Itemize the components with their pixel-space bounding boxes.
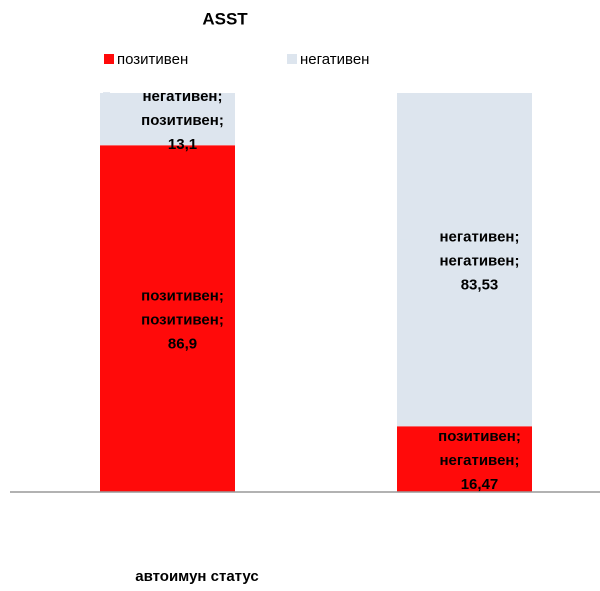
bar-segment bbox=[100, 145, 235, 493]
label-swatch bbox=[400, 232, 407, 240]
label-swatch bbox=[400, 432, 407, 440]
data-label: позитивен; негативен; 16,47 bbox=[438, 428, 521, 493]
legend-swatch bbox=[104, 54, 114, 64]
x-axis-label: автоимун статус bbox=[135, 568, 258, 585]
legend-label: позитивен bbox=[117, 51, 188, 68]
chart-title: ASST bbox=[202, 9, 248, 28]
data-label: негативен; негативен; 83,53 bbox=[440, 229, 520, 294]
data-label: позитивен; позитивен; 86,9 bbox=[141, 288, 224, 353]
bar-segment bbox=[397, 426, 532, 492]
bar-segment bbox=[397, 93, 532, 427]
label-swatch bbox=[103, 92, 110, 100]
data-label: негативен; позитивен; 13,1 bbox=[141, 88, 224, 153]
label-swatch bbox=[103, 291, 110, 299]
legend-swatch bbox=[287, 54, 297, 64]
bar-segment bbox=[100, 93, 235, 146]
legend-label: негативен bbox=[300, 51, 369, 68]
